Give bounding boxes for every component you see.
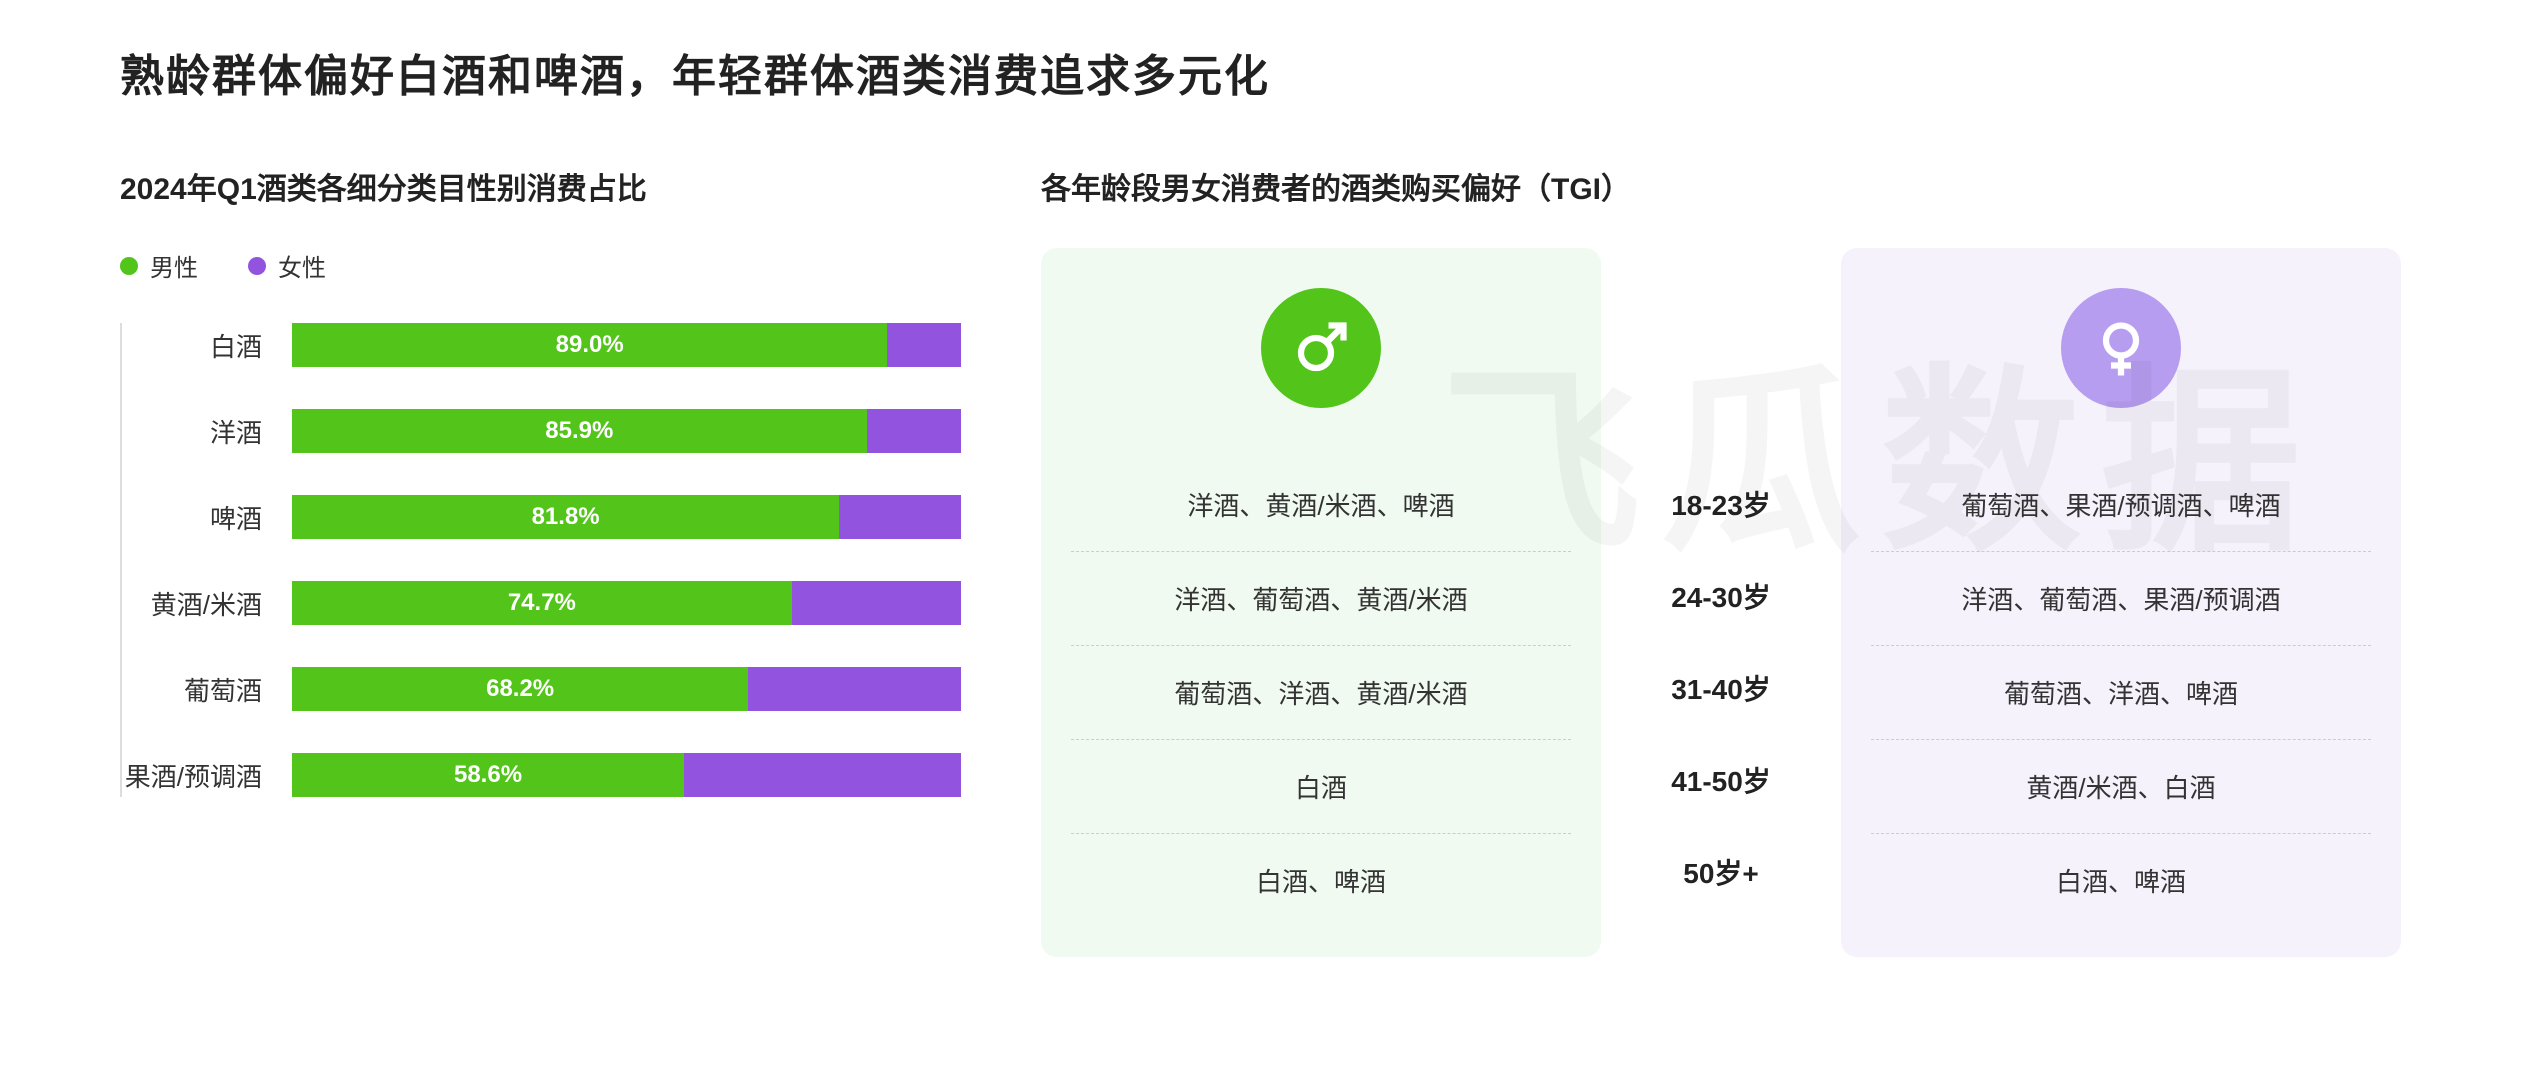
pref-item: 白酒	[1071, 740, 1571, 834]
legend: 男性 女性	[120, 248, 961, 283]
bar-track: 81.8%	[292, 495, 961, 539]
right-inner: 洋酒、黄酒/米酒、啤酒洋酒、葡萄酒、黄酒/米酒葡萄酒、洋酒、黄酒/米酒白酒白酒、…	[1041, 248, 2401, 957]
female-icon	[2061, 288, 2181, 408]
bar-row: 白酒89.0%	[122, 323, 961, 367]
bar-label: 洋酒	[122, 413, 292, 450]
left-section-title: 2024年Q1酒类各细分类目性别消费占比	[120, 164, 961, 208]
bar-track: 89.0%	[292, 323, 961, 367]
page-title: 熟龄群体偏好白酒和啤酒，年轻群体酒类消费追求多元化	[120, 40, 2401, 104]
bar-label: 啤酒	[122, 499, 292, 536]
female-icon-wrap	[1871, 288, 2371, 408]
bar-label: 白酒	[122, 327, 292, 364]
legend-item-male: 男性	[120, 248, 198, 283]
male-icon-wrap	[1071, 288, 1571, 408]
age-label: 50岁+	[1641, 826, 1801, 918]
bar-female	[684, 753, 961, 797]
male-list: 洋酒、黄酒/米酒、啤酒洋酒、葡萄酒、黄酒/米酒葡萄酒、洋酒、黄酒/米酒白酒白酒、…	[1071, 458, 1571, 927]
bar-male: 58.6%	[292, 753, 684, 797]
bar-track: 68.2%	[292, 667, 961, 711]
pref-item: 葡萄酒、果酒/预调酒、啤酒	[1871, 458, 2371, 552]
age-label: 24-30岁	[1641, 550, 1801, 642]
male-card: 洋酒、黄酒/米酒、啤酒洋酒、葡萄酒、黄酒/米酒葡萄酒、洋酒、黄酒/米酒白酒白酒、…	[1041, 248, 1601, 957]
bar-row: 葡萄酒68.2%	[122, 667, 961, 711]
female-list: 葡萄酒、果酒/预调酒、啤酒洋酒、葡萄酒、果酒/预调酒葡萄酒、洋酒、啤酒黄酒/米酒…	[1871, 458, 2371, 927]
bar-track: 85.9%	[292, 409, 961, 453]
legend-dot-female	[248, 257, 266, 275]
bar-label: 黄酒/米酒	[122, 585, 292, 622]
bar-label: 葡萄酒	[122, 671, 292, 708]
bar-female	[748, 667, 961, 711]
bar-male: 74.7%	[292, 581, 792, 625]
bar-row: 啤酒81.8%	[122, 495, 961, 539]
legend-item-female: 女性	[248, 248, 326, 283]
bar-female	[839, 495, 961, 539]
bar-female	[792, 581, 961, 625]
content: 2024年Q1酒类各细分类目性别消费占比 男性 女性 白酒89.0%洋酒85.9…	[120, 164, 2401, 957]
bar-female	[887, 323, 961, 367]
right-section: 各年龄段男女消费者的酒类购买偏好（TGI） 洋酒、黄酒/米酒、啤酒洋酒、葡萄酒、…	[1041, 164, 2401, 957]
male-icon	[1261, 288, 1381, 408]
age-label: 31-40岁	[1641, 642, 1801, 734]
bar-male: 81.8%	[292, 495, 839, 539]
bar-row: 洋酒85.9%	[122, 409, 961, 453]
bar-chart: 白酒89.0% 洋酒85.9% 啤酒81.8% 黄酒/米酒74.7% 葡萄酒68.2% 果…	[120, 323, 961, 797]
right-section-title: 各年龄段男女消费者的酒类购买偏好（TGI）	[1041, 164, 2401, 208]
legend-label-female: 女性	[278, 248, 326, 283]
bar-track: 58.6%	[292, 753, 961, 797]
bar-female	[867, 409, 961, 453]
left-section: 2024年Q1酒类各细分类目性别消费占比 男性 女性 白酒89.0% 洋酒85.9…	[120, 164, 961, 957]
age-label: 18-23岁	[1641, 458, 1801, 550]
bar-row: 果酒/预调酒58.6%	[122, 753, 961, 797]
bar-male: 68.2%	[292, 667, 748, 711]
pref-item: 葡萄酒、洋酒、黄酒/米酒	[1071, 646, 1571, 740]
bar-male: 85.9%	[292, 409, 867, 453]
bar-male: 89.0%	[292, 323, 887, 367]
pref-item: 葡萄酒、洋酒、啤酒	[1871, 646, 2371, 740]
pref-item: 黄酒/米酒、白酒	[1871, 740, 2371, 834]
pref-item: 洋酒、黄酒/米酒、啤酒	[1071, 458, 1571, 552]
bar-label: 果酒/预调酒	[122, 757, 292, 794]
age-column: 18-23岁24-30岁31-40岁41-50岁50岁+	[1641, 248, 1801, 918]
legend-dot-male	[120, 257, 138, 275]
pref-item: 洋酒、葡萄酒、果酒/预调酒	[1871, 552, 2371, 646]
pref-item: 白酒、啤酒	[1871, 834, 2371, 927]
female-card: 葡萄酒、果酒/预调酒、啤酒洋酒、葡萄酒、果酒/预调酒葡萄酒、洋酒、啤酒黄酒/米酒…	[1841, 248, 2401, 957]
age-label: 41-50岁	[1641, 734, 1801, 826]
legend-label-male: 男性	[150, 248, 198, 283]
pref-item: 白酒、啤酒	[1071, 834, 1571, 927]
bar-track: 74.7%	[292, 581, 961, 625]
pref-item: 洋酒、葡萄酒、黄酒/米酒	[1071, 552, 1571, 646]
bar-row: 黄酒/米酒74.7%	[122, 581, 961, 625]
